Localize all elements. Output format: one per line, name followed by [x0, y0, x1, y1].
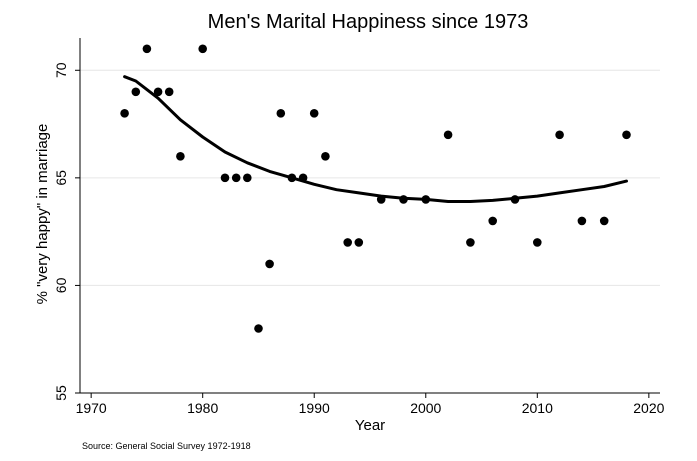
- data-point: [488, 216, 498, 226]
- x-axis-label: Year: [355, 417, 385, 434]
- y-tick-label: 55: [53, 385, 69, 401]
- y-tick-label: 60: [53, 277, 69, 293]
- data-point: [622, 130, 631, 140]
- data-point: [265, 259, 274, 269]
- data-point: [376, 195, 386, 204]
- y-tick-label: 70: [53, 62, 69, 78]
- data-point: [555, 130, 564, 140]
- fit-line: [123, 75, 628, 203]
- x-tick-label: 1980: [187, 400, 218, 416]
- x-tick-label: 1970: [76, 400, 107, 416]
- data-point: [321, 152, 330, 161]
- data-point: [354, 238, 364, 247]
- y-axis-label: % "very happy" in marriage: [34, 124, 51, 305]
- data-point: [142, 44, 152, 54]
- data-point: [131, 87, 141, 97]
- chart-title: Men's Marital Happiness since 1973: [208, 11, 529, 33]
- data-point: [243, 173, 252, 183]
- x-tick-label: 2000: [410, 400, 441, 416]
- data-point: [399, 195, 408, 204]
- x-axis-ticks: 1970 1980 1990 2000 2010 2020: [76, 393, 665, 416]
- y-tick-label: 65: [53, 170, 69, 186]
- x-tick-label: 2010: [522, 400, 553, 416]
- data-point: [153, 87, 163, 97]
- gridlines: [80, 69, 660, 286]
- data-point: [443, 130, 453, 140]
- data-point: [343, 238, 353, 247]
- data-point: [120, 109, 129, 118]
- data-point: [421, 195, 431, 204]
- data-point: [309, 109, 319, 118]
- y-axis-ticks: 55 60 65 70: [53, 62, 80, 401]
- data-point: [276, 109, 286, 118]
- data-point: [287, 173, 297, 183]
- data-point: [254, 324, 263, 333]
- data-point: [466, 238, 475, 247]
- data-point: [164, 87, 174, 97]
- source-note: Source: General Social Survey 1972-1918: [82, 441, 251, 451]
- data-point: [176, 152, 185, 161]
- data-point: [231, 173, 241, 183]
- x-tick-label: 1990: [299, 400, 330, 416]
- data-point: [220, 173, 230, 183]
- data-point: [298, 173, 308, 183]
- scatter-points: [120, 44, 631, 333]
- data-point: [533, 238, 542, 247]
- data-point: [599, 216, 609, 226]
- x-tick-label: 2020: [633, 400, 664, 416]
- data-point: [198, 44, 207, 54]
- data-point: [510, 195, 520, 204]
- data-point: [577, 216, 587, 226]
